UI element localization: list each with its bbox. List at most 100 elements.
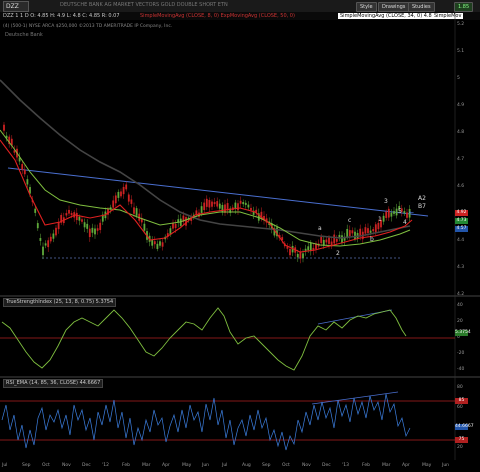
candle-body xyxy=(372,229,375,232)
price-axis-label-6: 4.6 xyxy=(457,184,465,189)
candle-body xyxy=(13,150,16,153)
candle-body xyxy=(60,214,63,223)
x-axis-label-14: Oct xyxy=(282,463,290,468)
rsi-axis-label-3: 20 xyxy=(457,445,463,450)
tsi-title[interactable]: TrueStrengthIndex (25, 13, 8, 0.75) 5.37… xyxy=(3,298,117,307)
candle-body xyxy=(159,241,161,246)
candle-body xyxy=(309,242,312,252)
price-axis-label-2: 5 xyxy=(457,76,460,81)
candle-body xyxy=(205,198,208,207)
candle-body xyxy=(143,223,146,231)
candle-body xyxy=(151,239,154,246)
candle-body xyxy=(203,202,206,211)
candle-body xyxy=(140,218,143,223)
candlesticks xyxy=(3,121,411,264)
candle-body xyxy=(213,202,216,205)
candle-body xyxy=(226,203,229,211)
candle-body xyxy=(172,223,174,229)
candle-body xyxy=(364,227,367,234)
candle-body xyxy=(369,230,372,233)
candle-body xyxy=(242,202,245,205)
studies-button[interactable]: Studies xyxy=(408,2,435,12)
price-axis-label-5: 4.7 xyxy=(457,157,465,162)
x-axis-label-12: Aug xyxy=(242,463,251,468)
candle-body xyxy=(57,222,60,230)
rsi-upper-tag: 85 xyxy=(455,398,468,404)
wave-label-3: 3 xyxy=(384,198,388,205)
candle-body xyxy=(244,202,247,205)
price-axis-label-4: 4.8 xyxy=(457,130,465,135)
candle-body xyxy=(34,208,37,213)
candle-body xyxy=(234,202,237,209)
style-label: Style xyxy=(360,4,373,10)
x-axis-label-20: Apr xyxy=(402,463,410,468)
x-axis-label-3: Nov xyxy=(62,463,71,468)
wave-label-a: a xyxy=(318,225,322,232)
candle-body xyxy=(289,248,291,256)
candle-body xyxy=(107,209,109,215)
style-button[interactable]: Style xyxy=(356,2,377,12)
x-axis-label-9: May xyxy=(182,463,192,468)
symbol-input[interactable]: DZZ xyxy=(3,1,29,12)
candle-body xyxy=(96,228,99,231)
candle-body xyxy=(393,211,395,214)
candle-body xyxy=(10,138,13,146)
x-axis-label-11: Jul xyxy=(222,463,228,468)
x-axis-label-10: Jun xyxy=(202,463,210,468)
candle-body xyxy=(83,222,86,228)
candle-body xyxy=(120,191,122,197)
candle-body xyxy=(8,136,11,145)
candle-body xyxy=(21,164,24,170)
x-axis-label-22: Jun xyxy=(442,463,450,468)
candle-body xyxy=(338,234,341,239)
candle-body xyxy=(320,236,323,244)
candle-body xyxy=(133,207,135,214)
candle-body xyxy=(114,195,117,204)
candle-body xyxy=(42,246,44,256)
candle-body xyxy=(49,236,52,242)
x-axis-label-4: Dec xyxy=(82,463,91,468)
sma-header[interactable]: SimpleMovingAvg (CLOSE, 34, 0) 4.84 xyxy=(338,13,437,19)
candle-body xyxy=(307,246,310,251)
candle-body xyxy=(335,238,338,242)
candle-body xyxy=(88,228,91,237)
candle-body xyxy=(237,203,239,211)
candle-body xyxy=(195,210,198,215)
price-axis-label-3: 4.9 xyxy=(457,103,465,108)
studies-label: Studies xyxy=(412,4,431,10)
candle-body xyxy=(328,237,330,244)
candle-body xyxy=(341,235,343,243)
candle-body xyxy=(346,228,349,238)
tsi-axis-label-3: -20 xyxy=(457,351,465,356)
sma-long-line xyxy=(0,79,411,239)
candle-body xyxy=(224,204,226,213)
candle-body xyxy=(23,169,26,175)
price-axis-label-10: 4.2 xyxy=(457,292,465,297)
drawings-label: Drawings xyxy=(382,4,406,10)
candle-body xyxy=(75,212,78,221)
candle-body xyxy=(330,241,333,247)
tsi-axis-label-0: 40 xyxy=(457,303,463,308)
candle-body xyxy=(125,184,128,190)
price-tag-red: 4.92 xyxy=(455,210,468,216)
candle-body xyxy=(263,215,265,220)
tsi-axis-label-2: 0 xyxy=(457,335,460,340)
candle-body xyxy=(65,213,68,216)
candle-body xyxy=(403,211,406,214)
price-axis-label-0: 5.2 xyxy=(457,22,465,27)
rsi-title[interactable]: RSI_EMA (14, 85, 36, CLOSE) 44.6667 xyxy=(3,379,104,388)
candle-body xyxy=(200,206,203,213)
candle-body xyxy=(408,209,411,218)
rsi-line xyxy=(1,393,411,451)
candle-body xyxy=(255,209,258,213)
x-axis-label-8: Apr xyxy=(162,463,170,468)
candle-body xyxy=(380,219,382,228)
sma-header-right[interactable]: SimpleMov xyxy=(432,13,464,19)
candle-body xyxy=(3,124,5,131)
candle-body xyxy=(302,253,304,259)
candle-body xyxy=(153,241,156,245)
x-axis-label-21: May xyxy=(422,463,432,468)
wave-label-5: 5 xyxy=(398,208,402,215)
candle-body xyxy=(122,186,125,195)
